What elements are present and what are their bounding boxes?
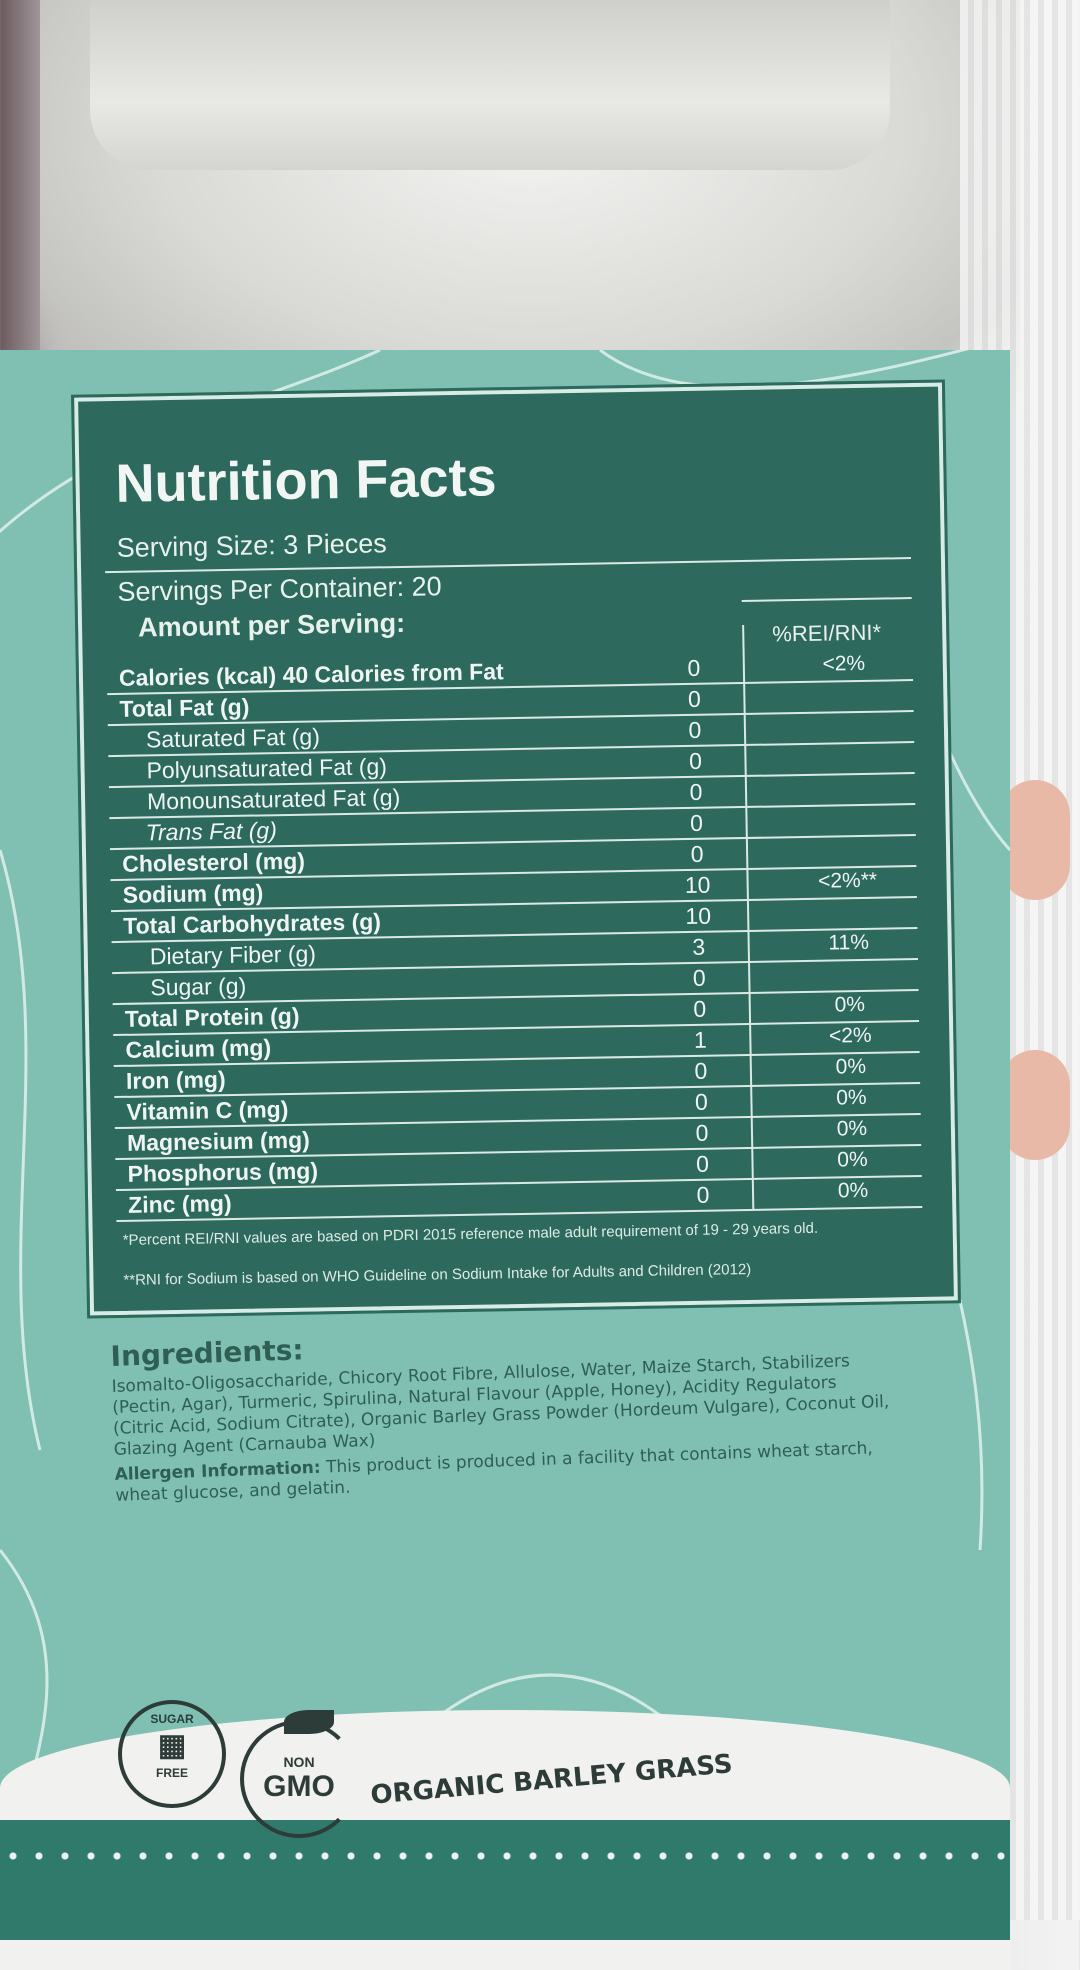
- nutrient-value: 0: [694, 1057, 708, 1084]
- finger: [1000, 780, 1070, 900]
- footnote-sodium: **RNI for Sodium is based on WHO Guideli…: [123, 1260, 752, 1289]
- non-gmo-top-text: NON: [283, 1754, 315, 1770]
- nutrient-name: Saturated Fat (g): [145, 723, 321, 753]
- nutrient-name: Cholesterol (mg): [121, 847, 306, 877]
- nutrient-percent: 0%: [836, 1085, 867, 1110]
- nutrient-name: Magnesium (mg): [126, 1126, 311, 1156]
- nutrient-name: Trans Fat (g): [145, 817, 278, 846]
- divider: [741, 597, 912, 603]
- nutrient-percent: 0%: [837, 1178, 869, 1203]
- nutrient-name: Total Protein (g): [124, 1002, 300, 1032]
- nutrient-name: Dietary Fiber (g): [149, 940, 317, 970]
- sugar-cubes-icon: ▦: [157, 1729, 187, 1762]
- nutrient-percent: 0%: [835, 1054, 867, 1079]
- finger: [1000, 1050, 1070, 1160]
- nutrient-value: 0: [694, 1088, 709, 1115]
- nutrient-value: 0: [695, 1119, 709, 1146]
- nutrient-value: 0: [687, 685, 702, 712]
- nutrient-name: Total Fat (g): [119, 693, 250, 722]
- jar-lid: [90, 0, 890, 170]
- servings-per-container: Servings Per Container: 20: [117, 571, 442, 607]
- nutrient-value: 0: [687, 654, 701, 681]
- nutrient-percent: <2%: [822, 651, 866, 676]
- nutrient-percent: 11%: [828, 930, 870, 955]
- ingredients-block: Ingredients: Isomalto-Oligosaccharide, C…: [110, 1313, 895, 1511]
- nutrient-name: Monounsaturated Fat (g): [146, 784, 401, 815]
- nutrient-percent: <2%**: [817, 868, 878, 893]
- nutrient-name: Vitamin C (mg): [126, 1096, 289, 1125]
- footnote-rei: *Percent REI/RNI values are based on PDR…: [122, 1219, 819, 1249]
- nutrient-value: 0: [690, 840, 704, 867]
- nutrition-facts-panel: Nutrition Facts Serving Size: 3 Pieces S…: [71, 379, 961, 1319]
- nutrient-name: Zinc (mg): [127, 1190, 232, 1218]
- nutrient-name: Calcium (mg): [125, 1034, 272, 1063]
- nutrient-value: 0: [696, 1181, 710, 1208]
- nutrient-percent: 0%: [836, 1116, 868, 1141]
- nutrient-value: 0: [695, 1150, 710, 1177]
- nutrient-value: 0: [692, 964, 706, 991]
- product-label: Nutrition Facts Serving Size: 3 Pieces S…: [0, 350, 1010, 1920]
- nutrient-name: Polyunsaturated Fat (g): [146, 753, 388, 784]
- non-gmo-bottom-text: GMO: [263, 1770, 335, 1803]
- dotted-border: [0, 1850, 1010, 1862]
- serving-size: Serving Size: 3 Pieces: [116, 528, 388, 563]
- nutrient-name: Total Carbohydrates (g): [123, 908, 382, 939]
- nutrient-name: Phosphorus (mg): [127, 1157, 319, 1187]
- nutrient-value: 0: [688, 716, 702, 743]
- nutrition-facts-title: Nutrition Facts: [115, 447, 498, 514]
- nutrient-name: Sodium (mg): [122, 879, 264, 908]
- sugar-free-bottom-text: FREE: [155, 1766, 188, 1780]
- sugar-free-badge: SUGAR ▦ FREE: [118, 1700, 226, 1808]
- nutrient-percent: <2%: [828, 1023, 872, 1048]
- nutrient-value: 10: [684, 871, 711, 899]
- nutrient-percent: 0%: [837, 1147, 868, 1172]
- nutrient-value: 10: [685, 902, 712, 930]
- nutrient-value: 1: [693, 1026, 707, 1053]
- amount-per-serving: Amount per Serving:: [137, 607, 406, 643]
- nutrient-name: Iron (mg): [125, 1066, 226, 1094]
- percent-header: %REI/RNI*: [772, 619, 882, 647]
- non-gmo-badge: NON GMO: [240, 1710, 358, 1838]
- nutrient-value: 3: [692, 933, 706, 960]
- nutrient-percent: 0%: [834, 992, 866, 1017]
- label-bottom-stripe: [0, 1820, 1010, 1940]
- sugar-free-top-text: SUGAR: [150, 1712, 194, 1726]
- nutrient-value: 0: [689, 809, 704, 836]
- nutrient-value: 0: [689, 778, 703, 805]
- nutrient-value: 0: [693, 995, 707, 1022]
- nutrient-value: 0: [688, 747, 703, 774]
- leaf-icon: [284, 1710, 334, 1734]
- nutrient-name: Sugar (g): [150, 972, 247, 1001]
